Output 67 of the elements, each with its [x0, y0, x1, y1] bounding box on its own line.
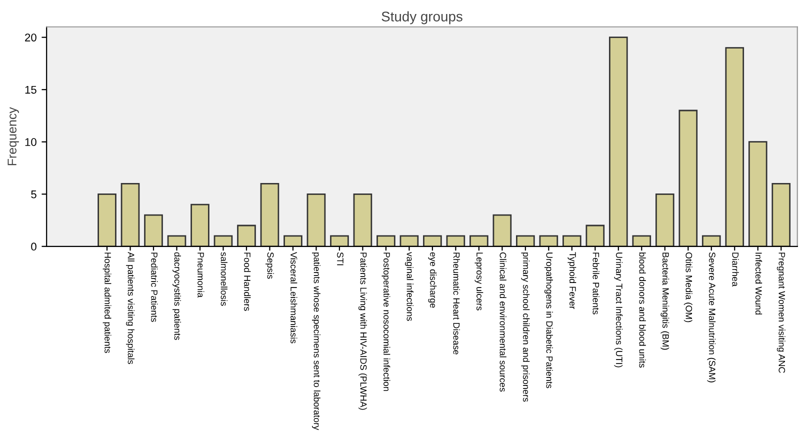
x-tick-label: blood donors and blood units [639, 252, 646, 368]
bar [284, 235, 302, 246]
y-tick-label: 15 [25, 86, 36, 94]
bar [586, 224, 605, 246]
x-tick-label: Hospital admited patients [102, 252, 112, 353]
x-tick-label: Postoperative nosocomial infection [382, 252, 390, 391]
x-tick-label: All patients visiting hospitals [126, 252, 134, 364]
bar [492, 214, 512, 246]
bar [539, 235, 558, 246]
bar [260, 182, 280, 246]
y-tick-label: 10 [25, 138, 36, 146]
bar [702, 235, 721, 246]
bar [516, 235, 535, 246]
x-tick-label: STI [337, 252, 344, 266]
bar [237, 224, 256, 246]
bar [214, 235, 233, 246]
x-tick-label: vaginal infections [404, 252, 414, 321]
x-tick-label: eye discharge [428, 252, 437, 308]
bar [772, 182, 791, 246]
bar [608, 36, 628, 246]
x-tick-label: Typhoid Fever [568, 252, 576, 310]
x-tick-label: salmonellosis [220, 252, 228, 306]
bar [632, 235, 652, 246]
bar [655, 193, 674, 246]
x-tick-label: Pregnant Women visiting ANC [776, 252, 786, 373]
x-tick-label: Febrile Patients [592, 252, 600, 314]
bar [725, 47, 744, 246]
x-tick-label: dacryocystitis patients [172, 252, 181, 340]
bar [190, 204, 210, 246]
x-tick-label: Visceral Leishmaniasis [290, 252, 298, 344]
bar [470, 235, 488, 246]
x-tick-label: Urinary Tract Infections (UTI) [614, 252, 623, 368]
bar [353, 193, 372, 246]
bar [446, 235, 466, 246]
x-tick-label: Pediatric Patients [151, 252, 158, 322]
x-tick-label: Severe Acute Malnutrition (SAM) [707, 252, 716, 382]
bar [167, 235, 186, 246]
bar [120, 182, 140, 246]
bar [678, 110, 698, 246]
bar [748, 141, 768, 246]
x-tick-label: Otitis Media (OM) [684, 252, 692, 322]
bar [330, 235, 349, 246]
x-tick-label: Food Handlers [244, 252, 251, 311]
y-tick-label: 0 [31, 242, 36, 251]
bar [562, 235, 582, 246]
x-tick-label: Sepsis [266, 252, 274, 279]
x-tick-label: Uropathogens in Diabetic Patients [544, 252, 553, 388]
x-tick-label: Diarrhea [732, 252, 739, 287]
x-tick-label: Leprosy ulcers [474, 252, 484, 310]
bar [144, 214, 163, 246]
bar [400, 235, 419, 246]
x-tick-label: Infected Wound [755, 252, 762, 314]
x-tick-label: patients whose specimens sent to laboratory [312, 252, 320, 430]
x-tick-label: Pneumonia [198, 252, 204, 298]
bar [423, 235, 442, 246]
bar [306, 193, 326, 246]
y-tick-label: 20 [25, 34, 36, 42]
chart-title: Study groups [382, 11, 462, 24]
y-tick-label: 5 [31, 190, 36, 198]
bar [98, 193, 116, 246]
x-tick-label: Rheumatic Heart Disease [453, 252, 460, 354]
x-tick-label: Patients Living with HIV-AIDS (PLWHA) [358, 252, 367, 410]
y-axis-title: Frequency [8, 107, 19, 166]
bar [376, 235, 396, 246]
x-tick-label: Clinical and environmental sources [500, 252, 506, 392]
x-tick-label: primary school children and prisoners [521, 252, 530, 402]
x-tick-label: Bacteria Meningitis (BM) [660, 252, 670, 350]
